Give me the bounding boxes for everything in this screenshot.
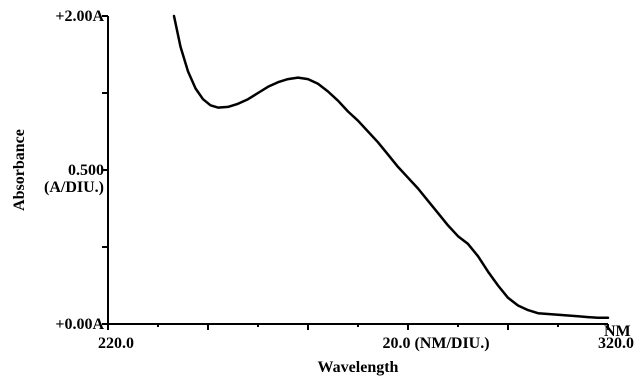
x-scale-label: 20.0 (NM/DIU.) bbox=[382, 335, 489, 352]
absorbance-series-line bbox=[172, 14, 610, 320]
y-tick-label: +0.00A bbox=[55, 316, 104, 333]
y-axis-title: Absorbance bbox=[11, 129, 28, 211]
ticks: +2.00A 0.500 +0.00A 220.0 320.0 bbox=[55, 8, 634, 352]
series bbox=[172, 14, 610, 320]
x-axis-title: Wavelength bbox=[318, 359, 399, 376]
x-tick-label: 320.0 bbox=[598, 335, 634, 352]
axes bbox=[107, 16, 608, 325]
y-tick-label: +2.00A bbox=[55, 8, 104, 25]
x-tick-label: 220.0 bbox=[98, 335, 134, 352]
x-unit-label: NM bbox=[604, 323, 631, 340]
labels: Wavelength Absorbance 20.0 (NM/DIU.) NM … bbox=[11, 129, 631, 376]
y-tick-label: 0.500 bbox=[68, 162, 104, 179]
y-scale-label: (A/DIU.) bbox=[44, 179, 104, 196]
